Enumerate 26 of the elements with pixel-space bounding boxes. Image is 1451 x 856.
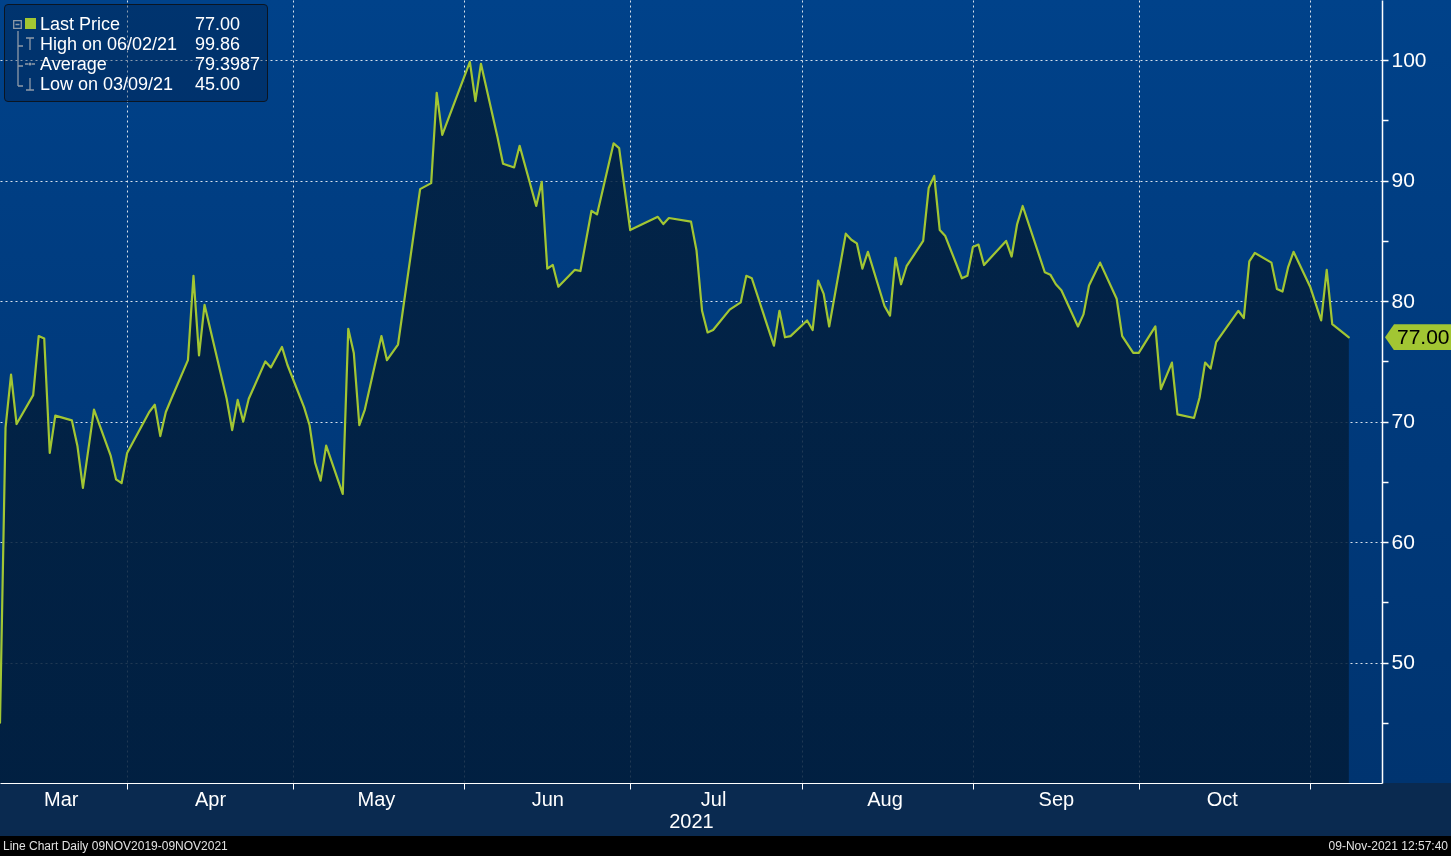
y-tick-label: 90 — [1391, 168, 1415, 192]
annotation: 45.00 — [195, 74, 241, 94]
text: 09-Nov-2021 12:57:40 — [1328, 838, 1448, 855]
x-tick-label: Aug — [867, 787, 903, 810]
annotation: 79.3987 — [195, 54, 261, 74]
x-tick-label: Apr — [195, 787, 227, 810]
annotation: High on 06/02/21 — [40, 34, 178, 54]
x-tick-label: Jul — [700, 787, 727, 810]
annotation: 99.86 — [195, 34, 241, 54]
annotation: Low on 03/09/21 — [40, 74, 174, 94]
y-tick-label: 80 — [1391, 288, 1415, 312]
annotation: 77.00 — [195, 14, 241, 34]
y-tick-label: 100 — [1391, 47, 1427, 71]
text: Line Chart Daily 09NOV2019-09NOV2021 — [3, 838, 228, 855]
annotation: 77.00 — [1397, 325, 1450, 349]
x-tick-label: Oct — [1206, 787, 1239, 810]
y-tick-label: 50 — [1391, 650, 1415, 674]
x-tick-label: Mar — [44, 787, 79, 810]
x-tick-label: Sep — [1038, 787, 1075, 810]
x-tick-label: Jun — [531, 787, 564, 810]
y-tick-label: 70 — [1391, 409, 1415, 433]
y-tick-label: 60 — [1391, 529, 1415, 553]
annotation: Average — [40, 54, 107, 74]
x-axis-title: 2021 — [669, 809, 714, 832]
legend-label: Last Price — [40, 14, 121, 34]
x-tick-label: May — [357, 787, 396, 810]
